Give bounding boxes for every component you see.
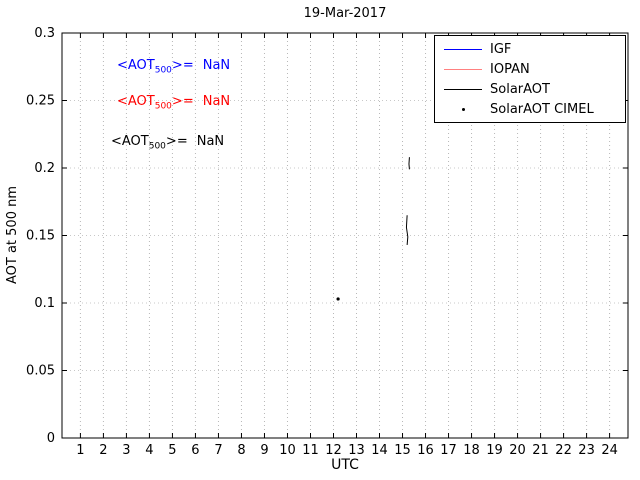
annotation-text: >=: [171, 58, 194, 73]
y-tick-label: 0.1: [34, 296, 55, 311]
x-tick-label: 23: [578, 443, 595, 458]
y-tick-label: 0.3: [34, 26, 55, 41]
y-tick-label: 0.15: [26, 229, 55, 244]
x-tick-label: 14: [371, 443, 388, 458]
x-tick-label: 18: [463, 443, 480, 458]
x-tick-label: 20: [509, 443, 526, 458]
x-tick-label: 3: [122, 443, 130, 458]
x-tick-label: 16: [417, 443, 434, 458]
legend-entry-iopan: IOPAN: [435, 59, 625, 79]
x-tick-label: 8: [237, 443, 245, 458]
x-axis-label: UTC: [331, 457, 359, 473]
x-tick-label: 15: [394, 443, 411, 458]
x-tick-label: 5: [168, 443, 176, 458]
x-tick-label: 22: [555, 443, 572, 458]
y-tick-label: 0: [47, 431, 55, 446]
aot500-mean-annotation: <AOT500>= NaN: [111, 134, 224, 152]
annotation-text: 500: [148, 141, 166, 152]
legend-entry-solaraot-cimel: SolarAOT CIMEL: [435, 99, 625, 119]
aot500-mean-annotation: <AOT500>= NaN: [117, 94, 230, 112]
x-tick-label: 11: [302, 443, 319, 458]
legend-label: SolarAOT CIMEL: [490, 101, 594, 117]
line-sample-icon: [444, 48, 482, 50]
x-tick-label: 21: [532, 443, 549, 458]
annotation-text: 500: [154, 101, 172, 112]
dot-marker-icon: [444, 107, 482, 111]
x-tick-label: 24: [601, 443, 618, 458]
annotation-text: <AOT: [111, 134, 149, 149]
annotation-text: 500: [154, 65, 172, 76]
line-sample-icon: [444, 88, 482, 90]
x-tick-label: 19: [486, 443, 503, 458]
legend: IGF IOPAN SolarAOT SolarAOT CIMEL: [434, 35, 626, 123]
legend-label: IGF: [490, 41, 512, 57]
x-tick-label: 2: [99, 443, 107, 458]
x-tick-label: 7: [214, 443, 222, 458]
annotation-text: NaN: [202, 58, 231, 73]
annotation-text: >=: [165, 134, 188, 149]
legend-label: SolarAOT: [490, 81, 550, 97]
x-tick-label: 10: [279, 443, 296, 458]
aot500-mean-annotation: <AOT500>= NaN: [117, 58, 230, 76]
chart-title: 19-Mar-2017: [304, 6, 387, 21]
annotation-text: <AOT: [117, 94, 155, 109]
legend-entry-solaraot: SolarAOT: [435, 79, 625, 99]
annotation-text: NaN: [202, 94, 231, 109]
legend-label: IOPAN: [490, 61, 530, 77]
x-tick-label: 1: [76, 443, 84, 458]
y-tick-label: 0.25: [26, 94, 55, 109]
y-tick-label: 0.05: [26, 364, 55, 379]
series-solaraot: [405, 215, 409, 245]
point-solaraot-cimel: [336, 297, 340, 301]
legend-entry-igf: IGF: [435, 39, 625, 59]
annotation-text: <AOT: [117, 58, 155, 73]
y-axis-label: AOT at 500 nm: [5, 186, 20, 284]
x-tick-label: 6: [191, 443, 199, 458]
annotation-text: >=: [171, 94, 194, 109]
x-tick-label: 13: [348, 443, 365, 458]
x-tick-label: 9: [260, 443, 268, 458]
y-tick-label: 0.2: [34, 161, 55, 176]
x-tick-label: 4: [145, 443, 153, 458]
annotation-text: NaN: [196, 134, 225, 149]
line-sample-icon: [444, 68, 482, 70]
x-tick-label: 12: [325, 443, 342, 458]
x-tick-label: 17: [440, 443, 457, 458]
